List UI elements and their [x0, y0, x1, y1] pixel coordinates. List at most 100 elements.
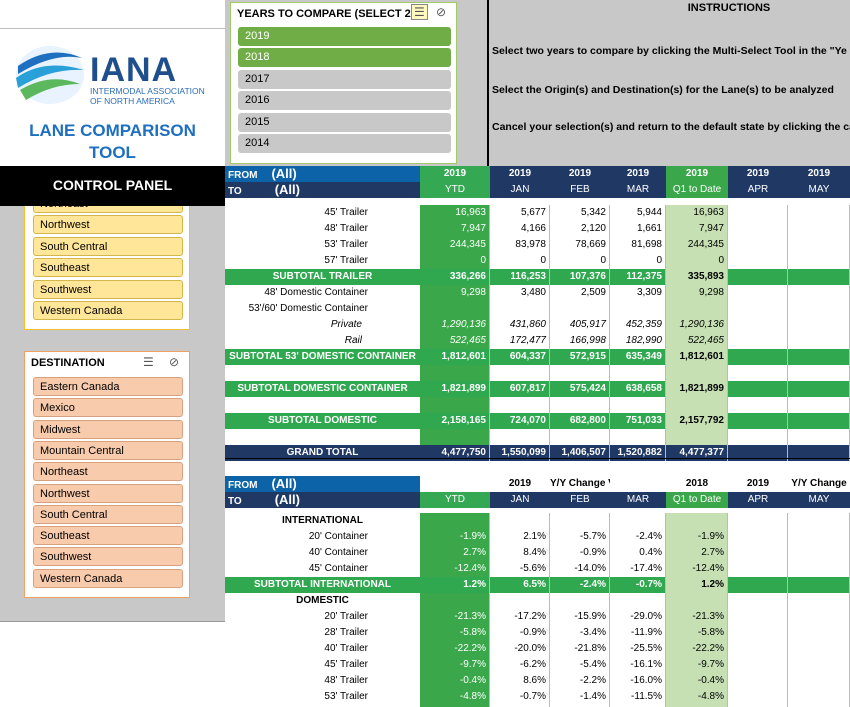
destination-option[interactable]: Midwest: [33, 419, 183, 439]
cell-value: 5,944: [610, 205, 666, 221]
clear-filter-icon[interactable]: ⊘: [169, 355, 180, 369]
row-label: 53' Trailer: [324, 691, 368, 702]
to-filter[interactable]: TO (All): [225, 182, 420, 198]
cell-value: 1.2%: [666, 577, 728, 593]
destination-option[interactable]: Southwest: [33, 547, 183, 567]
column-header-year: Y/Y Change: [788, 476, 850, 492]
logo-wordmark: IANA: [90, 51, 178, 89]
cell-value: [788, 625, 850, 641]
cell-value: [728, 577, 788, 593]
cell-value: [788, 593, 850, 609]
row-label: SUBTOTAL DOMESTIC CONTAINER: [237, 383, 408, 394]
cell-value: [420, 365, 490, 381]
cell-value: [610, 705, 666, 707]
cell-value: [490, 513, 550, 529]
clear-filter-icon[interactable]: ⊘: [436, 5, 447, 19]
origin-option[interactable]: Northwest: [33, 215, 183, 235]
table-row: 53'/60' Domestic Container: [225, 301, 850, 317]
destination-option[interactable]: Northeast: [33, 462, 183, 482]
destination-slicer: DESTINATION ☰ ⊘ Eastern Canada Mexico Midw…: [24, 351, 190, 598]
cell-value: 6.5%: [490, 577, 550, 593]
cell-value: -16.1%: [610, 657, 666, 673]
table-header-row: TO (All) YTD JAN FEB MAR Q1 to Date APR MAY: [225, 492, 850, 508]
cell-value: [728, 301, 788, 317]
origin-option[interactable]: Southwest: [33, 279, 183, 299]
origin-option[interactable]: South Central: [33, 236, 183, 256]
cell-value: 0: [610, 253, 666, 269]
cell-value: 2,509: [550, 285, 610, 301]
row-label: Rail: [344, 335, 362, 346]
from-filter[interactable]: FROM (All): [225, 166, 420, 182]
cell-value: [728, 317, 788, 333]
cell-value: -12.4%: [666, 561, 728, 577]
table-row: [225, 429, 850, 445]
from-value[interactable]: (All): [271, 166, 297, 181]
row-label: 20' Container: [308, 531, 368, 542]
destination-option[interactable]: Western Canada: [33, 568, 183, 588]
cell-value: [788, 513, 850, 529]
to-value[interactable]: (All): [274, 182, 300, 197]
cell-value: -0.4%: [420, 673, 490, 689]
cell-value: [788, 577, 850, 593]
table-row: [225, 397, 850, 413]
origin-option[interactable]: Southeast: [33, 258, 183, 278]
destination-option[interactable]: Mexico: [33, 398, 183, 418]
cell-value: 4,166: [490, 221, 550, 237]
row-label: 45' Container: [308, 563, 368, 574]
column-header-period: Q1 to Date: [666, 492, 728, 508]
row-label: 45' Trailer: [324, 207, 368, 218]
cell-value: -22.2%: [666, 641, 728, 657]
destination-option[interactable]: Southeast: [33, 526, 183, 546]
cell-value: [728, 397, 788, 413]
cell-value: [610, 365, 666, 381]
multi-select-icon[interactable]: ☰: [411, 4, 428, 20]
destination-option[interactable]: South Central: [33, 504, 183, 524]
logo-area: [0, 28, 225, 166]
from-value[interactable]: (All): [271, 476, 297, 491]
year-option-2018[interactable]: 2018: [238, 48, 451, 68]
cell-value: [420, 397, 490, 413]
cell-value: [728, 673, 788, 689]
year-option-2017[interactable]: 2017: [238, 69, 451, 89]
cell-value: -0.9%: [550, 545, 610, 561]
cell-value: 107,376: [550, 269, 610, 285]
cell-value: -5.4%: [550, 657, 610, 673]
column-header-year: 2019: [666, 166, 728, 182]
cell-value: [666, 429, 728, 445]
tool-title-line: LANE COMPARISON: [29, 121, 196, 140]
cell-value: 1,406,507: [550, 445, 610, 461]
year-option-2014[interactable]: 2014: [238, 134, 451, 153]
cell-value: 572,915: [550, 349, 610, 365]
table-row: [225, 365, 850, 381]
table-row: Rail 522,465 172,477 166,998 182,990 522,465: [225, 333, 850, 349]
cell-value: [420, 705, 490, 707]
year-option-2019[interactable]: 2019: [238, 27, 451, 46]
cell-value: 522,465: [666, 333, 728, 349]
to-filter[interactable]: TO (All): [225, 492, 420, 508]
cell-value: -5.6%: [490, 561, 550, 577]
origin-option[interactable]: Western Canada: [33, 301, 183, 320]
table-row: 48' Domestic Container 9,298 3,480 2,509 3,3…: [225, 285, 850, 301]
destination-option[interactable]: Mountain Central: [33, 440, 183, 460]
year-option-2015[interactable]: 2015: [238, 112, 451, 132]
cell-value: [788, 561, 850, 577]
from-filter[interactable]: FROM (All): [225, 476, 420, 492]
destination-option[interactable]: Northwest: [33, 483, 183, 503]
cell-value: [728, 205, 788, 221]
table-row: SUBTOTAL DOMESTIC 2,158,165 724,070 682,800…: [225, 413, 850, 429]
cell-value: -0.7%: [610, 577, 666, 593]
multi-select-icon[interactable]: ☰: [143, 355, 154, 369]
year-option-2016[interactable]: 2016: [238, 91, 451, 111]
cell-value: 8.6%: [490, 673, 550, 689]
cell-value: -21.8%: [550, 641, 610, 657]
table-row: 45' Container -12.4% -5.6% -14.0% -17.4% -12.…: [225, 561, 850, 577]
cell-value: [728, 221, 788, 237]
column-header-period: APR: [728, 182, 788, 198]
to-value[interactable]: (All): [274, 492, 300, 507]
cell-value: 336,266: [420, 269, 490, 285]
cell-value: [788, 317, 850, 333]
row-label: 20' Trailer: [324, 611, 368, 622]
cell-value: 2.7%: [420, 545, 490, 561]
cell-value: 682,800: [550, 413, 610, 429]
destination-option[interactable]: Eastern Canada: [33, 377, 183, 396]
